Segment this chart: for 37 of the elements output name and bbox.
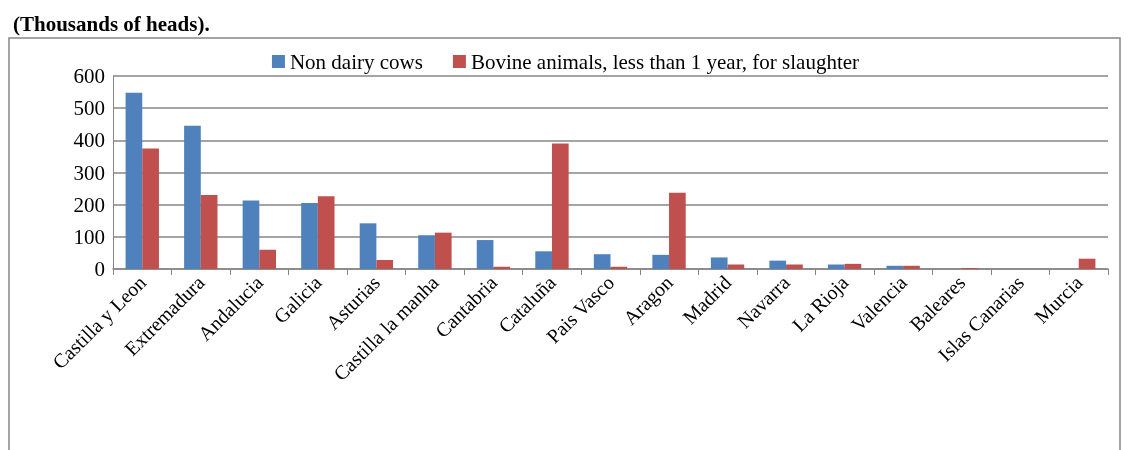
legend-label: Non dairy cows [289,49,423,74]
bar [669,192,686,269]
bar [652,254,670,269]
bar [125,92,143,269]
bar [727,264,745,269]
bar [710,257,728,269]
y-tick-label: 600 [73,64,105,88]
y-tick-label: 400 [73,128,105,153]
chart-title: (Thousands of heads). [13,11,210,36]
bar [434,232,452,269]
bar [301,203,318,269]
y-tick-label: 500 [73,96,105,121]
bar [142,148,159,269]
bar [418,235,435,269]
y-tick-label: 0 [94,257,105,281]
bar [769,260,787,269]
bar [476,240,494,269]
bar [259,249,276,269]
bar [551,143,569,269]
bar [593,254,611,269]
bar [827,264,845,269]
bar [242,200,260,269]
y-tick-label: 300 [73,160,105,185]
bar [903,265,920,269]
bar [535,251,552,269]
y-tick-label: 200 [73,192,105,217]
bar [200,195,218,269]
legend-label: Bovine animals, less than 1 year, for slaughter [470,49,860,74]
bar [786,264,803,269]
bar [886,265,904,269]
y-tick-label: 100 [73,224,105,249]
bar [844,263,862,269]
bar [1078,258,1096,269]
bar [359,223,377,269]
bar [317,196,335,269]
bar [184,125,201,269]
bar [376,259,394,269]
